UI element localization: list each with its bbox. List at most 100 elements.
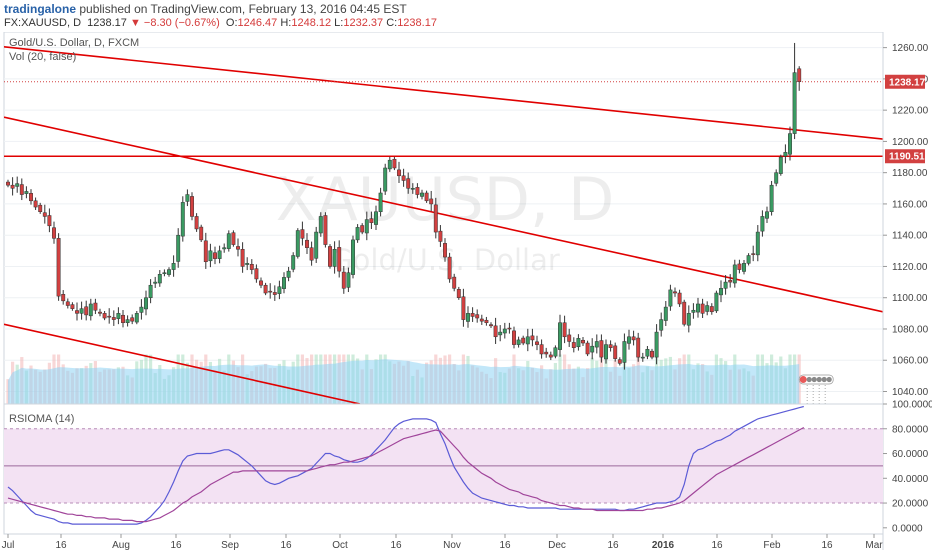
candle-body <box>88 303 93 317</box>
time-tick-label: 16 <box>280 540 292 550</box>
candle-body <box>636 337 641 358</box>
candle-body <box>346 272 351 288</box>
rsioma-tick-label: 40.0000 <box>892 474 929 485</box>
candle-body <box>337 247 342 272</box>
candle-body <box>479 318 484 322</box>
time-tick-label: Sep <box>221 540 239 550</box>
candle-body <box>199 226 204 241</box>
candle-body <box>268 290 273 293</box>
rsioma-tick-label: 20.0000 <box>892 499 929 510</box>
time-tick-label: Dec <box>548 540 566 550</box>
event-dot <box>799 376 807 383</box>
candle-body <box>47 215 52 227</box>
candle-body <box>475 314 480 319</box>
candle-body <box>663 306 668 321</box>
rsioma-tick-label: 100.0000 <box>892 400 932 411</box>
candle-body <box>608 344 613 348</box>
price-tick-label: 1140.00 <box>892 231 928 242</box>
candle-body <box>613 345 618 359</box>
candle-body <box>397 169 401 177</box>
time-tick-label: 16 <box>390 540 402 550</box>
candle-body <box>654 331 659 358</box>
event-dot <box>821 376 827 383</box>
candle-body <box>737 263 742 270</box>
candle-body <box>594 341 599 348</box>
candle-body <box>539 344 544 355</box>
candle-body <box>792 72 797 134</box>
event-flags <box>798 374 834 404</box>
rsioma-levels <box>4 428 883 504</box>
candle-body <box>429 198 434 205</box>
candle-body <box>521 337 526 344</box>
time-tick-label: 16 <box>711 540 723 550</box>
candle-body <box>378 192 383 212</box>
candle-body <box>300 229 305 239</box>
level-tag-text: 1190.51 <box>889 152 925 163</box>
price-tick-label: 1080.00 <box>892 324 929 335</box>
candle-body <box>686 313 691 326</box>
candle-body <box>461 296 466 320</box>
candle-body <box>277 286 282 294</box>
down-triangle-icon: ▼ <box>129 17 141 29</box>
candle-body <box>765 211 769 219</box>
candle-body <box>217 250 222 259</box>
candle-body <box>19 184 24 195</box>
rsioma-signal-line <box>7 426 805 523</box>
candle-body <box>341 271 346 289</box>
author-link[interactable]: tradingalone <box>4 2 77 16</box>
candle-body <box>489 324 493 327</box>
candle-body <box>599 340 604 358</box>
candle-body <box>79 308 84 314</box>
candle-body <box>783 152 788 157</box>
candle-body <box>231 232 236 245</box>
candle-body <box>194 216 199 230</box>
candle-body <box>452 276 457 289</box>
publish-info: published on TradingView.com, February 1… <box>79 2 407 16</box>
candle-body <box>631 336 636 341</box>
chart-canvas[interactable]: XAUUSD, D Gold/U.S. Dollar Gold/U.S. Dol… <box>0 32 932 550</box>
chart-header: tradingalone published on TradingView.co… <box>0 0 932 32</box>
price-tick-label: 1260.00 <box>892 43 929 54</box>
candle-body <box>530 335 535 341</box>
candle-body <box>443 243 447 258</box>
candle-body <box>125 319 130 323</box>
candle-body <box>415 187 420 195</box>
price-tick-label: 1060.00 <box>892 356 929 367</box>
candle-body <box>171 263 176 270</box>
candle-body <box>107 315 112 318</box>
time-tick-label: Feb <box>763 540 781 550</box>
volume-label: Vol (20, false) <box>9 51 76 63</box>
candle-body <box>314 231 319 259</box>
candle-body <box>581 339 585 344</box>
price-tick-label: 1100.00 <box>892 293 928 304</box>
candle-body <box>190 196 194 217</box>
candle-body <box>668 289 673 307</box>
candle-body <box>180 202 185 237</box>
candle-body <box>369 218 374 223</box>
candle-body <box>38 204 43 212</box>
candle-body <box>627 336 631 344</box>
candle-body <box>544 351 549 355</box>
candle-body <box>254 268 259 280</box>
candle-body <box>364 219 369 234</box>
candle-body <box>360 225 365 233</box>
rsioma-axis: 0.0000 20.0000 40.0000 60.0000 80.0000 100.00… <box>883 400 932 534</box>
candle-body <box>420 192 424 197</box>
candle-body <box>512 330 516 345</box>
candle-body <box>456 289 461 298</box>
trendline <box>4 323 361 404</box>
candle-body <box>29 193 33 202</box>
candle-body <box>323 215 328 245</box>
rsioma-title: RSIOMA (14) <box>9 413 74 425</box>
price-tick-label: 1200.00 <box>892 137 929 148</box>
candle-body <box>673 291 677 294</box>
candle-body <box>236 246 240 250</box>
time-tick-label: Oct <box>332 540 348 550</box>
candle-body <box>604 344 608 360</box>
time-tick-label: Mar <box>865 540 883 550</box>
candle-body <box>176 234 181 262</box>
candle-body <box>728 279 733 283</box>
candle-body <box>309 247 314 261</box>
open-value: 1246.47 <box>237 17 278 29</box>
candle-body <box>797 68 802 83</box>
